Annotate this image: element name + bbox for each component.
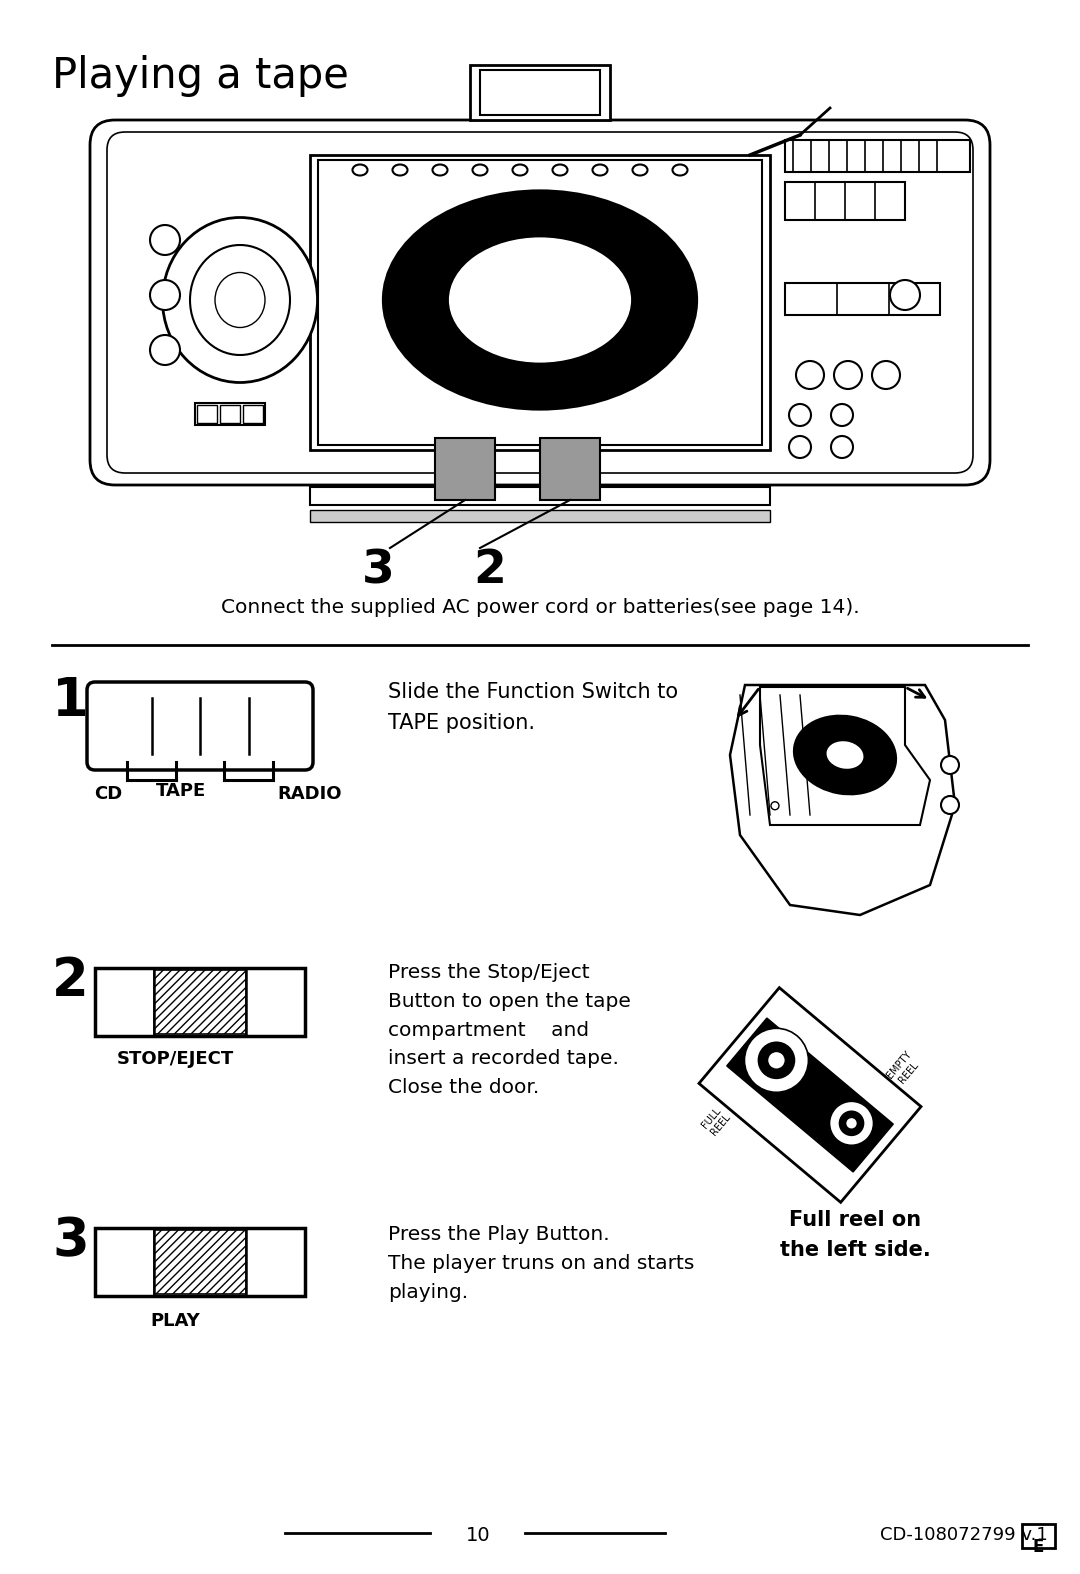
Text: RADIO: RADIO	[278, 785, 342, 803]
Ellipse shape	[190, 246, 291, 356]
Bar	[310, 154, 770, 450]
Ellipse shape	[593, 165, 607, 175]
Ellipse shape	[839, 1111, 864, 1135]
Text: Connect the supplied AC power cord or batteries(see page 14).: Connect the supplied AC power cord or ba…	[220, 598, 860, 617]
FancyBboxPatch shape	[107, 132, 973, 474]
Ellipse shape	[846, 1118, 858, 1129]
Ellipse shape	[789, 405, 811, 427]
Ellipse shape	[352, 165, 367, 175]
Ellipse shape	[768, 1051, 785, 1069]
Text: Playing a tape: Playing a tape	[52, 55, 349, 98]
Ellipse shape	[215, 272, 265, 327]
Ellipse shape	[831, 405, 853, 427]
Polygon shape	[760, 686, 930, 825]
Text: TAPE: TAPE	[156, 782, 206, 800]
Ellipse shape	[789, 436, 811, 458]
Text: Press the Play Button.
The player truns on and starts
playing.: Press the Play Button. The player truns …	[388, 1225, 694, 1302]
Bar	[1022, 1524, 1055, 1547]
Ellipse shape	[150, 335, 180, 365]
Bar	[435, 438, 495, 501]
Text: EMPTY
REEL: EMPTY REEL	[886, 1050, 922, 1088]
Ellipse shape	[758, 1042, 795, 1078]
Ellipse shape	[872, 360, 900, 389]
Ellipse shape	[941, 796, 959, 814]
Bar	[95, 1228, 305, 1295]
Ellipse shape	[771, 801, 779, 809]
Bar	[310, 510, 770, 523]
Bar	[540, 438, 600, 501]
Ellipse shape	[553, 165, 567, 175]
Text: FULL
REEL: FULL REEL	[700, 1105, 732, 1138]
Ellipse shape	[513, 165, 527, 175]
FancyBboxPatch shape	[87, 682, 313, 770]
Ellipse shape	[392, 165, 407, 175]
Bar	[785, 183, 905, 220]
Text: Press the Stop/Eject
Button to open the tape
compartment    and
insert a recorde: Press the Stop/Eject Button to open the …	[388, 963, 631, 1097]
Bar	[153, 970, 246, 1034]
Ellipse shape	[384, 192, 696, 408]
Ellipse shape	[162, 217, 318, 382]
Ellipse shape	[834, 360, 862, 389]
Bar	[153, 1229, 246, 1294]
Bar	[95, 968, 305, 1036]
Text: 2: 2	[473, 548, 507, 593]
Ellipse shape	[829, 1102, 874, 1146]
Text: CD: CD	[94, 785, 122, 803]
Text: Full reel on
the left side.: Full reel on the left side.	[780, 1210, 930, 1259]
Polygon shape	[727, 1018, 893, 1173]
Polygon shape	[730, 685, 955, 914]
Text: 3: 3	[52, 1215, 89, 1267]
Polygon shape	[699, 987, 921, 1203]
Text: 10: 10	[465, 1527, 490, 1546]
Bar	[243, 405, 264, 423]
Ellipse shape	[150, 225, 180, 255]
Ellipse shape	[796, 360, 824, 389]
FancyBboxPatch shape	[90, 120, 990, 485]
Bar	[195, 403, 265, 425]
Text: STOP/EJECT: STOP/EJECT	[117, 1050, 233, 1069]
Ellipse shape	[673, 165, 688, 175]
Text: 3: 3	[362, 548, 394, 593]
Bar	[310, 486, 770, 505]
Ellipse shape	[941, 756, 959, 774]
Text: PLAY: PLAY	[150, 1313, 200, 1330]
Bar	[318, 161, 762, 445]
Ellipse shape	[825, 740, 865, 770]
Bar	[220, 405, 240, 423]
Bar	[470, 65, 610, 120]
Text: E: E	[1032, 1538, 1043, 1557]
Text: 1: 1	[52, 675, 89, 727]
Ellipse shape	[150, 280, 180, 310]
Bar	[197, 405, 217, 423]
Ellipse shape	[432, 165, 447, 175]
Ellipse shape	[831, 436, 853, 458]
Ellipse shape	[744, 1028, 809, 1092]
Text: CD-108072799 v.1: CD-108072799 v.1	[880, 1527, 1048, 1544]
Ellipse shape	[447, 236, 633, 364]
Bar	[785, 140, 970, 172]
Ellipse shape	[795, 718, 894, 793]
Text: 2: 2	[52, 955, 89, 1007]
Ellipse shape	[890, 280, 920, 310]
Bar	[785, 283, 940, 315]
Ellipse shape	[633, 165, 648, 175]
Text: Slide the Function Switch to
TAPE position.: Slide the Function Switch to TAPE positi…	[388, 682, 678, 733]
Bar	[480, 69, 600, 115]
Ellipse shape	[473, 165, 487, 175]
